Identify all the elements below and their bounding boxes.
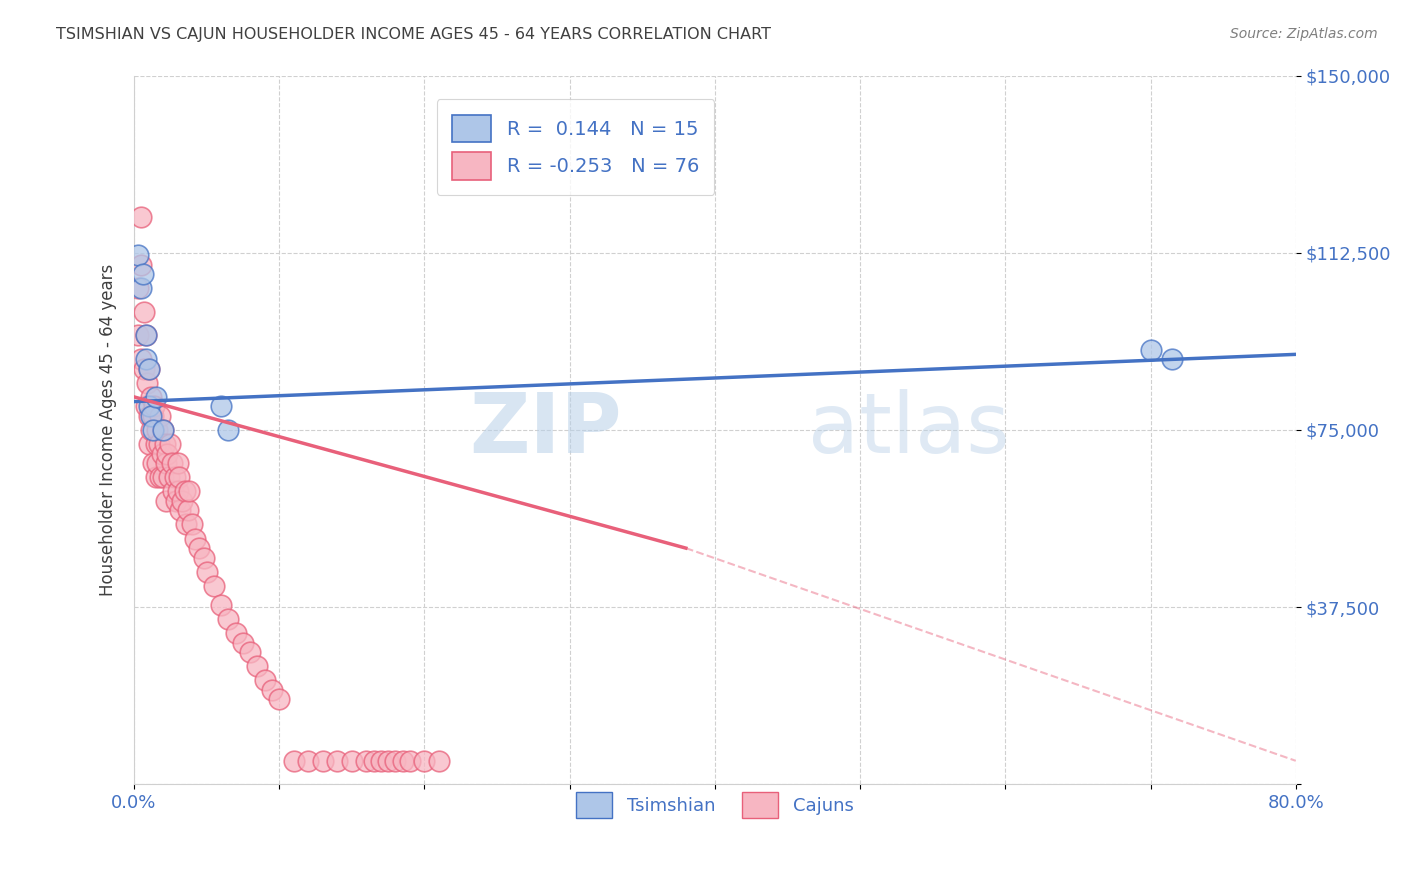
Point bbox=[202, 579, 225, 593]
Point bbox=[173, 484, 195, 499]
Point bbox=[145, 470, 167, 484]
Text: Source: ZipAtlas.com: Source: ZipAtlas.com bbox=[1230, 27, 1378, 41]
Point bbox=[232, 635, 254, 649]
Text: atlas: atlas bbox=[808, 390, 1010, 470]
Point bbox=[134, 305, 156, 319]
Point bbox=[135, 328, 157, 343]
Point bbox=[377, 754, 399, 768]
Point bbox=[283, 754, 305, 768]
Y-axis label: Householder Income Ages 45 - 64 years: Householder Income Ages 45 - 64 years bbox=[100, 264, 117, 596]
Point bbox=[427, 754, 450, 768]
Point bbox=[165, 494, 187, 508]
Point bbox=[153, 437, 176, 451]
Point bbox=[312, 754, 335, 768]
Point bbox=[148, 437, 170, 451]
Point bbox=[136, 376, 159, 390]
Point bbox=[176, 517, 198, 532]
Point bbox=[142, 409, 165, 423]
Point bbox=[157, 470, 180, 484]
Point bbox=[179, 484, 201, 499]
Point bbox=[193, 550, 215, 565]
Point bbox=[138, 400, 160, 414]
Point bbox=[143, 400, 166, 414]
Point bbox=[269, 692, 291, 706]
Point bbox=[391, 754, 413, 768]
Point bbox=[225, 626, 247, 640]
Point bbox=[239, 645, 262, 659]
Point bbox=[399, 754, 422, 768]
Point bbox=[170, 494, 193, 508]
Point bbox=[217, 612, 239, 626]
Point bbox=[152, 423, 174, 437]
Point bbox=[149, 470, 172, 484]
Point bbox=[169, 503, 191, 517]
Point bbox=[152, 470, 174, 484]
Point bbox=[370, 754, 392, 768]
Point bbox=[127, 328, 149, 343]
Point bbox=[209, 598, 232, 612]
Point bbox=[134, 361, 156, 376]
Point bbox=[181, 517, 204, 532]
Point bbox=[141, 423, 163, 437]
Point bbox=[146, 456, 169, 470]
Point bbox=[142, 456, 165, 470]
Point bbox=[177, 503, 200, 517]
Point bbox=[135, 352, 157, 367]
Point bbox=[138, 361, 160, 376]
Point bbox=[155, 456, 177, 470]
Point bbox=[326, 754, 349, 768]
Point bbox=[209, 400, 232, 414]
Point bbox=[356, 754, 378, 768]
Point bbox=[195, 565, 218, 579]
Point bbox=[163, 470, 186, 484]
Point bbox=[129, 211, 152, 225]
Point bbox=[142, 423, 165, 437]
Point bbox=[138, 409, 160, 423]
Text: ZIP: ZIP bbox=[470, 390, 621, 470]
Legend: Tsimshian, Cajuns: Tsimshian, Cajuns bbox=[569, 785, 860, 825]
Point bbox=[145, 390, 167, 404]
Point bbox=[246, 659, 269, 673]
Point bbox=[413, 754, 436, 768]
Point bbox=[141, 390, 163, 404]
Point bbox=[167, 470, 190, 484]
Point bbox=[127, 248, 149, 262]
Point bbox=[127, 281, 149, 295]
Point bbox=[129, 281, 152, 295]
Point bbox=[166, 456, 188, 470]
Point bbox=[138, 437, 160, 451]
Point bbox=[162, 484, 184, 499]
Point bbox=[150, 447, 173, 461]
Point bbox=[160, 456, 183, 470]
Point bbox=[184, 532, 207, 546]
Point bbox=[145, 437, 167, 451]
Point bbox=[135, 328, 157, 343]
Point bbox=[159, 437, 181, 451]
Text: TSIMSHIAN VS CAJUN HOUSEHOLDER INCOME AGES 45 - 64 YEARS CORRELATION CHART: TSIMSHIAN VS CAJUN HOUSEHOLDER INCOME AG… bbox=[56, 27, 772, 42]
Point bbox=[155, 494, 177, 508]
Point bbox=[141, 409, 163, 423]
Point bbox=[129, 258, 152, 272]
Point bbox=[166, 484, 188, 499]
Point bbox=[129, 352, 152, 367]
Point bbox=[217, 423, 239, 437]
Point bbox=[297, 754, 319, 768]
Point bbox=[146, 423, 169, 437]
Point bbox=[135, 400, 157, 414]
Point bbox=[1161, 352, 1184, 367]
Point bbox=[188, 541, 211, 555]
Point bbox=[253, 673, 276, 688]
Point bbox=[132, 267, 155, 281]
Point bbox=[363, 754, 385, 768]
Point bbox=[138, 361, 160, 376]
Point bbox=[340, 754, 363, 768]
Point bbox=[156, 447, 179, 461]
Point bbox=[260, 682, 283, 697]
Point bbox=[384, 754, 406, 768]
Point bbox=[152, 423, 174, 437]
Point bbox=[1139, 343, 1161, 357]
Point bbox=[149, 409, 172, 423]
